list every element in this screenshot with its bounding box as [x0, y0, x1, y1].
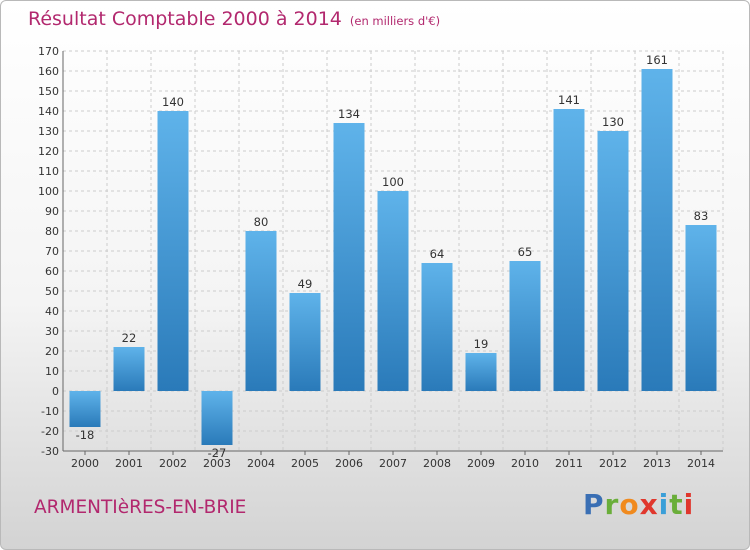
logo-letter: i	[683, 488, 695, 521]
bar-2012	[597, 131, 629, 391]
value-labels: -18 22 140 -27 80 49 134 100 64 19 65 141 130 161 83	[76, 53, 709, 460]
bar-2002	[157, 111, 189, 391]
y-tick-label: 120	[38, 145, 59, 158]
value-label-2013: 161	[646, 53, 668, 67]
bar-2006	[333, 123, 365, 391]
y-tick-label: 140	[38, 105, 59, 118]
x-tick-label-2011: 2011	[555, 457, 583, 470]
y-tick-label: 150	[38, 85, 59, 98]
value-label-2005: 49	[298, 277, 313, 291]
bar-2010	[509, 261, 541, 391]
x-tick-label-2006: 2006	[335, 457, 363, 470]
value-label-2000: -18	[76, 428, 95, 442]
bar-2013	[641, 69, 673, 391]
bar-2005	[289, 293, 321, 391]
x-tick-label-2010: 2010	[511, 457, 539, 470]
axes: -30 -20 -10 0 10 20 30 40 50 60 70 80 90 100 110 120 130…	[38, 45, 723, 470]
value-label-2004: 80	[254, 215, 269, 229]
logo-letter: i	[658, 488, 670, 521]
x-tick-label-2000: 2000	[71, 457, 99, 470]
chart-title-text: Résultat Comptable 2000 à 2014	[28, 8, 342, 30]
commune-name: ARMENTIèRES-EN-BRIE	[34, 497, 247, 518]
value-label-2001: 22	[122, 331, 137, 345]
x-tick-label-2003: 2003	[203, 457, 231, 470]
logo-letter: P	[583, 488, 605, 521]
y-tick-label: 110	[38, 165, 59, 178]
chart-title: Résultat Comptable 2000 à 2014 (en millie…	[28, 8, 440, 30]
bar-2011	[553, 109, 585, 391]
bar-2009	[465, 353, 497, 391]
x-tick-label-2008: 2008	[423, 457, 451, 470]
bar-2008	[421, 263, 453, 391]
y-tick-label: -10	[41, 405, 59, 418]
logo-letter: r	[604, 488, 620, 521]
bar-2007	[377, 191, 409, 391]
value-label-2002: 140	[162, 95, 184, 109]
y-tick-label: 0	[52, 385, 59, 398]
y-tick-label: 160	[38, 65, 59, 78]
value-label-2003: -27	[208, 446, 227, 460]
chart-subtitle: (en milliers d'€)	[349, 14, 441, 28]
value-label-2008: 64	[430, 247, 445, 261]
y-tick-label: 10	[45, 365, 59, 378]
value-label-2011: 141	[558, 93, 580, 107]
x-tick-label-2004: 2004	[247, 457, 275, 470]
y-tick-label: 30	[45, 325, 59, 338]
logo-letter: t	[669, 488, 684, 521]
bars	[69, 69, 717, 445]
value-label-2012: 130	[602, 115, 624, 129]
proxiti-logo[interactable]: Proxiti	[583, 488, 694, 521]
y-tick-label: 90	[45, 205, 59, 218]
value-label-2014: 83	[694, 209, 709, 223]
value-label-2009: 19	[474, 337, 489, 351]
x-tick-label-2014: 2014	[687, 457, 715, 470]
logo-letter: x	[639, 488, 659, 521]
y-tick-label: 70	[45, 245, 59, 258]
x-tick-label-2007: 2007	[379, 457, 407, 470]
x-tick-label-2002: 2002	[159, 457, 187, 470]
x-tick-label-2012: 2012	[599, 457, 627, 470]
x-tick-label-2013: 2013	[643, 457, 671, 470]
logo-letter: o	[619, 488, 640, 521]
bar-2014	[685, 225, 717, 391]
bar-2001	[113, 347, 145, 391]
y-tick-label: 40	[45, 305, 59, 318]
y-tick-label: 20	[45, 345, 59, 358]
y-tick-label: 60	[45, 265, 59, 278]
value-label-2010: 65	[518, 245, 533, 259]
value-label-2007: 100	[382, 175, 404, 189]
y-tick-label: -30	[41, 445, 59, 458]
y-tick-label: 100	[38, 185, 59, 198]
x-tick-label-2009: 2009	[467, 457, 495, 470]
y-tick-label: -20	[41, 425, 59, 438]
bar-2004	[245, 231, 277, 391]
x-tick-label-2005: 2005	[291, 457, 319, 470]
y-tick-label: 80	[45, 225, 59, 238]
y-tick-label: 170	[38, 45, 59, 58]
bar-2003	[201, 391, 233, 445]
x-tick-label-2001: 2001	[115, 457, 143, 470]
y-tick-label: 50	[45, 285, 59, 298]
value-label-2006: 134	[338, 107, 360, 121]
y-tick-label: 130	[38, 125, 59, 138]
bar-2000	[69, 391, 101, 427]
